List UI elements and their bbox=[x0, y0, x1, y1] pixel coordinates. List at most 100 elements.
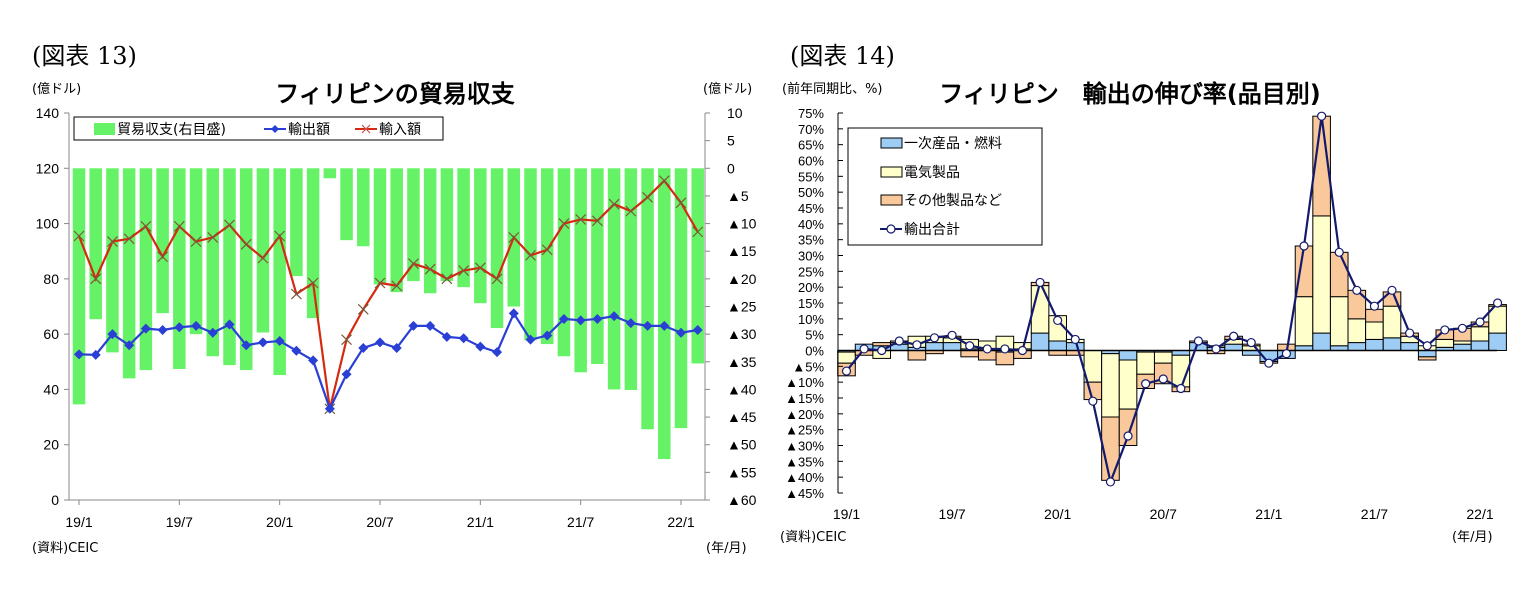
balance-bar bbox=[122, 168, 136, 379]
y-tick-label: ▲30% bbox=[785, 439, 824, 454]
imports-marker bbox=[257, 252, 269, 264]
segment-bar-electronics bbox=[1153, 351, 1173, 364]
y-tick-label: ▲25% bbox=[785, 423, 824, 438]
total-exports-marker bbox=[1070, 334, 1080, 345]
imports-marker bbox=[541, 244, 553, 256]
balance-bar bbox=[373, 168, 387, 285]
total-exports-marker bbox=[894, 336, 904, 346]
legend-marker-exports bbox=[271, 125, 279, 133]
figure-13-label: (図表 13) bbox=[32, 42, 137, 70]
chart1-right-unit: (億ドル) bbox=[703, 81, 752, 97]
left-tick-label: 120 bbox=[36, 160, 60, 176]
segment-bar-electronics bbox=[1382, 305, 1402, 339]
chart1-source: (資料)CEIC bbox=[32, 541, 98, 556]
segment-bar-primary bbox=[1488, 332, 1507, 352]
exports-marker bbox=[625, 318, 636, 329]
segment-bar-primary bbox=[1224, 343, 1243, 351]
total-exports-marker bbox=[1264, 358, 1274, 368]
total-exports-marker bbox=[929, 333, 940, 343]
imports-marker bbox=[190, 236, 202, 247]
imports-marker bbox=[341, 334, 352, 346]
imports-marker bbox=[692, 226, 704, 238]
total-exports-marker bbox=[1211, 344, 1221, 354]
imports-marker bbox=[508, 231, 520, 243]
segment-bar-primary bbox=[1400, 342, 1419, 352]
exports-marker bbox=[308, 355, 319, 366]
exports-marker bbox=[74, 349, 84, 360]
chart2-x-unit: (年/月) bbox=[1452, 530, 1493, 545]
chart2-y-unit: (前年同期比、%) bbox=[782, 81, 883, 97]
exports-line bbox=[78, 311, 698, 412]
segment-bar-primary bbox=[942, 342, 962, 352]
imports-marker bbox=[374, 277, 386, 289]
exports-marker bbox=[90, 349, 101, 360]
exports-marker bbox=[107, 329, 118, 340]
y-tick-label: ▲10% bbox=[785, 375, 824, 390]
imports-marker bbox=[90, 273, 102, 285]
total-exports-marker bbox=[1334, 247, 1344, 257]
x-tick-label: 21/1 bbox=[467, 514, 494, 530]
left-tick-label: 140 bbox=[36, 105, 60, 121]
total-exports-marker bbox=[1229, 331, 1239, 341]
right-tick-label: ▲5 bbox=[727, 188, 749, 204]
x-tick-label: 19/1 bbox=[833, 506, 860, 522]
segment-bar-primary bbox=[1312, 332, 1331, 352]
balance-bar bbox=[624, 168, 638, 390]
total-exports-marker bbox=[1387, 285, 1397, 295]
balance-bar bbox=[72, 168, 86, 405]
balance-bar bbox=[474, 168, 487, 304]
imports-line bbox=[77, 179, 699, 410]
exports-marker bbox=[592, 313, 603, 324]
segment-bar-electronics bbox=[1118, 359, 1138, 410]
x-tick-label: 19/1 bbox=[65, 514, 92, 530]
x-tick-label: 19/7 bbox=[166, 514, 193, 530]
total-exports-marker bbox=[859, 344, 869, 354]
segment-bar-electronics bbox=[837, 351, 856, 364]
y-tick-label: 70% bbox=[798, 122, 824, 137]
x-tick-label: 20/1 bbox=[266, 514, 293, 530]
segment-bar-primary bbox=[1417, 350, 1437, 358]
balance-bar bbox=[674, 168, 688, 429]
segment-bar-primary bbox=[1365, 338, 1384, 351]
total-exports-marker bbox=[1158, 374, 1168, 384]
imports-marker bbox=[391, 280, 403, 292]
balance-bar bbox=[591, 168, 604, 364]
segment-bar-other bbox=[872, 342, 891, 347]
x-tick-label: 21/1 bbox=[1255, 506, 1282, 522]
balance-bar bbox=[407, 168, 420, 282]
balance-bar bbox=[106, 168, 119, 353]
balance-bar bbox=[239, 168, 253, 371]
legend-marker-total bbox=[886, 224, 896, 234]
balance-bar bbox=[423, 168, 437, 294]
y-tick-label: 25% bbox=[798, 264, 824, 279]
segment-bar-electronics bbox=[1101, 353, 1120, 418]
imports-marker bbox=[73, 230, 85, 242]
y-tick-label: 20% bbox=[798, 280, 824, 295]
x-tick-label: 22/1 bbox=[1466, 506, 1493, 522]
y-tick-label: 5% bbox=[805, 328, 824, 343]
total-exports-marker bbox=[1422, 341, 1432, 351]
balance-bar bbox=[641, 168, 654, 430]
segment-bar-other bbox=[1365, 308, 1384, 323]
y-tick-label: 15% bbox=[798, 296, 824, 311]
imports-marker bbox=[107, 236, 118, 247]
exports-marker bbox=[375, 337, 385, 348]
chart2-title: フィリピン 輸出の伸び率(品目別) bbox=[939, 80, 1320, 108]
exports-marker bbox=[659, 320, 670, 331]
right-tick-label: ▲15 bbox=[727, 243, 757, 259]
balance-bar bbox=[658, 168, 671, 460]
segment-bar-primary bbox=[1118, 350, 1138, 361]
total-exports-marker bbox=[947, 330, 957, 340]
left-tick-label: 20 bbox=[43, 437, 59, 453]
y-tick-label: 60% bbox=[798, 154, 824, 169]
right-tick-label: ▲20 bbox=[727, 271, 757, 287]
segment-bar-other bbox=[995, 351, 1015, 366]
right-tick-label: ▲50 bbox=[727, 437, 757, 453]
total-exports-marker bbox=[1317, 111, 1327, 121]
imports-marker bbox=[424, 263, 436, 275]
legend-label-total: 輸出合計 bbox=[904, 222, 960, 238]
imports-marker bbox=[608, 198, 620, 210]
balance-bar bbox=[557, 168, 571, 357]
exports-marker bbox=[140, 323, 151, 334]
